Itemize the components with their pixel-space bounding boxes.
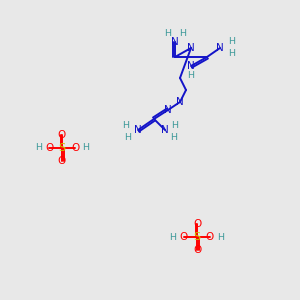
Text: N: N (187, 43, 195, 53)
Text: H: H (188, 70, 194, 80)
Text: H: H (169, 232, 176, 242)
Text: O: O (180, 232, 188, 242)
Text: O: O (206, 232, 214, 242)
Text: H: H (179, 28, 187, 38)
Text: S: S (194, 232, 201, 242)
Text: H: H (122, 122, 130, 130)
Text: H: H (172, 121, 178, 130)
Text: O: O (193, 219, 201, 229)
Text: H: H (124, 133, 131, 142)
Text: N: N (216, 43, 224, 53)
Text: N: N (187, 61, 195, 71)
Text: H: H (229, 49, 236, 58)
Text: N: N (134, 125, 142, 135)
Text: O: O (58, 130, 66, 140)
Text: N: N (171, 37, 179, 47)
Text: S: S (58, 143, 66, 153)
Text: H: H (164, 28, 172, 38)
Text: N: N (164, 105, 172, 115)
Text: N: N (176, 97, 184, 107)
Text: H: H (82, 143, 89, 152)
Text: O: O (58, 156, 66, 166)
Text: H: H (35, 143, 43, 152)
Text: H: H (170, 133, 178, 142)
Text: N: N (161, 125, 169, 135)
Text: O: O (45, 143, 53, 153)
Text: O: O (193, 245, 201, 255)
Text: O: O (71, 143, 79, 153)
Text: H: H (229, 38, 236, 46)
Text: H: H (218, 232, 224, 242)
